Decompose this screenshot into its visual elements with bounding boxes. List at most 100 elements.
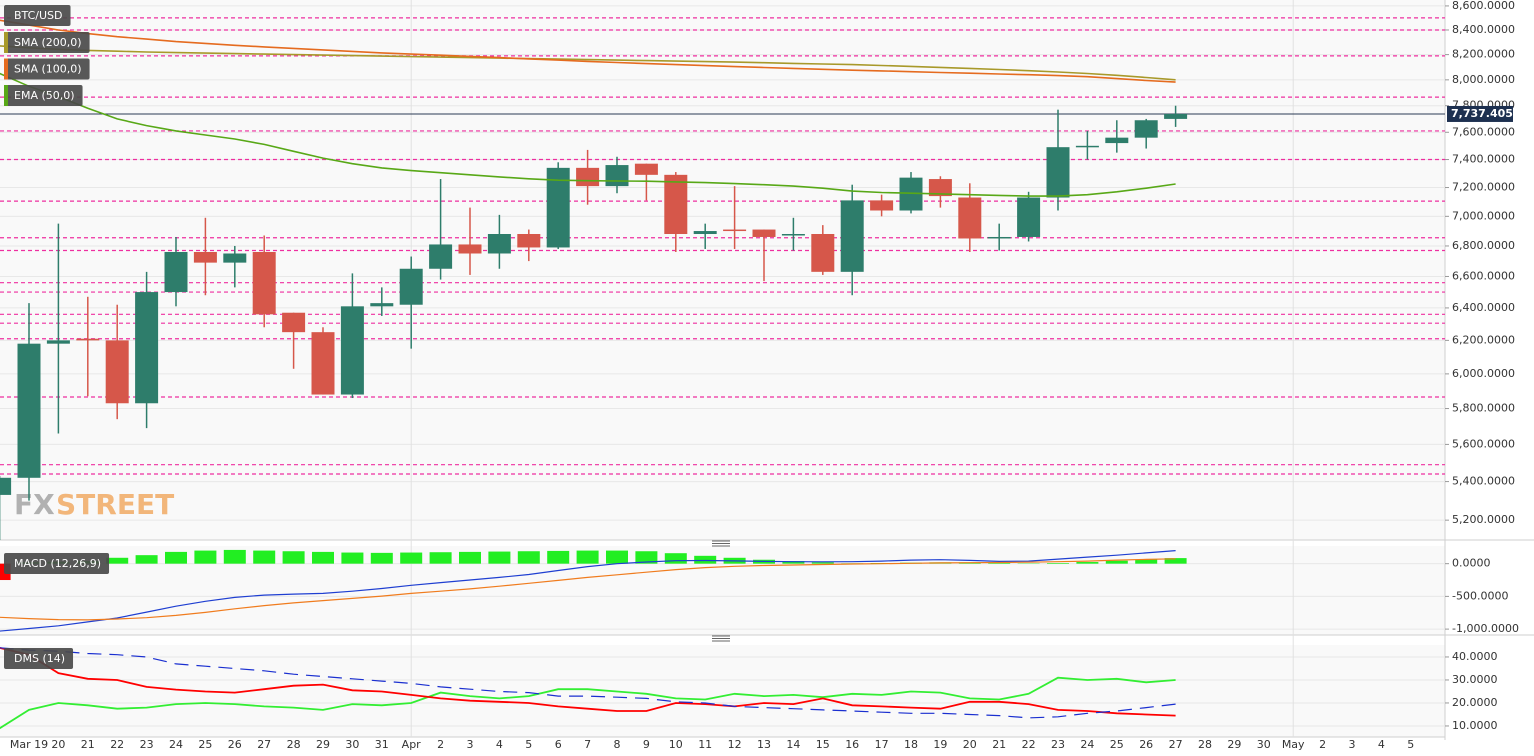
candle-body — [429, 244, 453, 269]
legend-item: DMS (14) — [4, 648, 74, 669]
y-tick-label: 0.0000 — [1452, 557, 1491, 570]
legend-swatch — [4, 58, 8, 80]
x-tick-label: 24 — [1080, 738, 1094, 751]
x-tick-label: Mar 19 — [10, 738, 48, 751]
y-tick-label: 8,000.0000 — [1452, 73, 1515, 86]
x-tick-label: 23 — [1051, 738, 1065, 751]
x-tick-label: 3 — [1349, 738, 1356, 751]
candle-body — [399, 268, 423, 305]
x-tick-label: 4 — [496, 738, 503, 751]
y-tick-label: 5,400.0000 — [1452, 475, 1515, 488]
legend-label: BTC/USD — [14, 9, 63, 22]
x-tick-label: 24 — [169, 738, 183, 751]
candle-body — [223, 253, 247, 263]
histogram-bar — [517, 551, 540, 564]
candle-body — [135, 292, 159, 404]
legend: DMS (14) — [4, 648, 74, 669]
x-tick-label: 5 — [1407, 738, 1414, 751]
candle-body — [193, 251, 217, 263]
candle-body — [487, 234, 511, 254]
histogram-bar — [664, 553, 687, 564]
histogram-bar — [811, 562, 834, 564]
x-tick-label: Apr — [402, 738, 422, 751]
legend-box — [4, 553, 110, 574]
histogram-bar — [694, 555, 717, 564]
candle-body — [958, 197, 982, 239]
indicator-line — [0, 558, 1176, 621]
legend-item: SMA (200,0) — [4, 32, 90, 53]
y-tick-label: 10.0000 — [1452, 719, 1498, 732]
candle-body — [517, 234, 541, 248]
candle-body — [634, 163, 658, 175]
histogram-bar — [1047, 563, 1069, 564]
x-tick-label: 13 — [757, 738, 771, 751]
x-tick-label: 28 — [1198, 738, 1212, 751]
x-tick-label: 31 — [375, 738, 389, 751]
overlay-line — [0, 19, 1176, 83]
candle-body — [899, 177, 923, 211]
x-tick-label: 7 — [584, 738, 591, 751]
macd-panel — [0, 546, 1445, 635]
histogram-bar — [606, 550, 628, 564]
x-tick-label: 4 — [1378, 738, 1385, 751]
legend: BTC/USD SMA (200,0) SMA (100,0) EMA (50,0) — [4, 5, 90, 106]
legend-box — [4, 648, 74, 669]
candle-body — [928, 179, 952, 197]
y-tick-label: 7,400.0000 — [1452, 153, 1515, 166]
legend-item: EMA (50,0) — [4, 85, 83, 106]
candle-body — [723, 229, 747, 232]
x-tick-label: 20 — [51, 738, 65, 751]
legend-label: SMA (200,0) — [14, 36, 82, 49]
x-tick-label: 15 — [816, 738, 830, 751]
y-tick-label: 7,200.0000 — [1452, 181, 1515, 194]
x-tick-label: 5 — [525, 738, 532, 751]
histogram-bar — [576, 550, 599, 564]
histogram-bar — [341, 552, 364, 564]
candle-body — [576, 167, 600, 187]
x-tick-label: 20 — [963, 738, 977, 751]
x-tick-label: 25 — [1110, 738, 1124, 751]
histogram-bar — [400, 552, 423, 564]
x-tick-label: 26 — [1139, 738, 1153, 751]
x-tick-label: 2 — [1319, 738, 1326, 751]
legend-box — [4, 5, 71, 26]
legend-box — [4, 58, 90, 80]
x-tick-label: 11 — [698, 738, 712, 751]
x-tick-label: 3 — [467, 738, 474, 751]
candle-body — [105, 340, 129, 404]
x-tick-label: 6 — [555, 738, 562, 751]
y-tick-label: 6,600.0000 — [1452, 269, 1515, 282]
legend-swatch — [4, 85, 8, 106]
y-tick-label: 20.0000 — [1452, 696, 1498, 709]
x-tick-label: 23 — [140, 738, 154, 751]
x-tick-label: 22 — [1022, 738, 1036, 751]
y-tick-label: 6,800.0000 — [1452, 239, 1515, 252]
y-tick-label: 40.0000 — [1452, 650, 1498, 663]
candle-body — [840, 200, 864, 272]
legend-item: MACD (12,26,9) — [4, 553, 110, 574]
resize-handle[interactable] — [712, 540, 730, 547]
watermark: FX — [14, 488, 55, 521]
x-tick-label: 12 — [728, 738, 742, 751]
indicator-line — [0, 646, 1176, 717]
histogram-bar — [253, 550, 276, 564]
watermark: STREET — [56, 488, 174, 521]
x-tick-label: 9 — [643, 738, 650, 751]
y-tick-label: -1,000.0000 — [1452, 622, 1519, 635]
legend-box — [4, 32, 90, 53]
x-tick-label: 21 — [81, 738, 95, 751]
x-tick-label: 27 — [1169, 738, 1183, 751]
histogram-bar — [635, 551, 658, 564]
candle-body — [46, 340, 70, 344]
y-tick-label: 6,400.0000 — [1452, 301, 1515, 314]
histogram-bar — [547, 550, 570, 564]
x-tick-label: 29 — [316, 738, 330, 751]
histogram-bar — [488, 551, 511, 564]
resize-handle[interactable] — [712, 635, 730, 642]
legend-label: SMA (100,0) — [14, 63, 82, 76]
legend-label: EMA (50,0) — [14, 89, 75, 102]
x-tick-label: 10 — [669, 738, 683, 751]
indicator-line — [0, 676, 1176, 730]
